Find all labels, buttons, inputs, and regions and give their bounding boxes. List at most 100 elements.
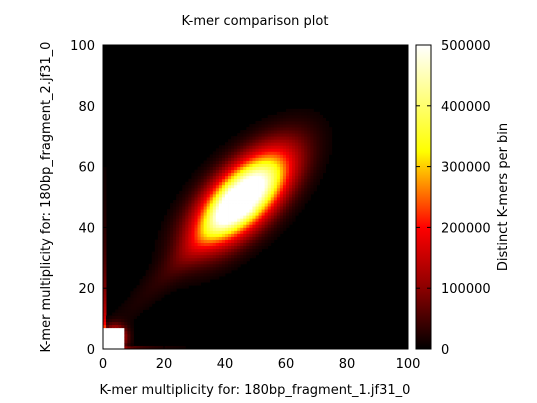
heatmap-cell xyxy=(197,227,201,231)
heatmap-cell xyxy=(249,254,253,259)
heatmap-cell xyxy=(234,239,238,243)
heatmap-cell xyxy=(221,160,226,164)
heatmap-cell xyxy=(145,288,150,292)
heatmap-cell xyxy=(270,166,275,171)
heatmap-cell xyxy=(203,257,208,262)
heatmap-cell xyxy=(209,263,214,268)
heatmap-cell xyxy=(154,297,159,301)
heatmap-cell xyxy=(221,224,226,228)
heatmap-cell xyxy=(289,178,293,183)
heatmap-cell xyxy=(322,145,327,149)
heatmap-cell xyxy=(173,288,177,292)
heatmap-cell xyxy=(203,245,208,250)
heatmap-cell xyxy=(295,108,299,113)
heatmap-cell xyxy=(212,178,217,183)
heatmap-cell xyxy=(243,181,247,186)
heatmap-cell xyxy=(240,206,244,210)
heatmap-cell xyxy=(261,127,266,131)
heatmap-cell xyxy=(170,254,174,259)
heatmap-cell xyxy=(255,157,259,161)
heatmap-cell xyxy=(289,108,293,113)
heatmap-cell xyxy=(130,330,134,335)
heatmap-cell xyxy=(255,145,259,149)
heatmap-cell xyxy=(170,251,174,256)
heatmap-cell xyxy=(255,197,259,201)
heatmap-cell xyxy=(246,142,250,146)
heatmap-cell xyxy=(255,236,259,240)
heatmap-cell xyxy=(228,224,232,228)
heatmap-cell xyxy=(209,227,214,231)
heatmap-cell xyxy=(252,145,256,149)
heatmap-cell xyxy=(188,282,192,286)
heatmap-cell xyxy=(270,197,275,201)
heatmap-cell xyxy=(234,160,238,164)
heatmap-cell xyxy=(228,263,232,268)
heatmap-cell xyxy=(246,136,250,140)
y-tick-label: 20 xyxy=(78,282,95,297)
heatmap-cell xyxy=(279,230,284,234)
heatmap-cell xyxy=(279,221,284,225)
heatmap-cell xyxy=(234,142,238,146)
heatmap-cell xyxy=(264,212,269,216)
heatmap-cell xyxy=(136,288,140,292)
heatmap-cell xyxy=(182,206,186,210)
heatmap-cell xyxy=(325,136,330,140)
heatmap-cell xyxy=(276,160,281,164)
heatmap-cell xyxy=(286,206,290,210)
heatmap-cell xyxy=(167,242,171,247)
heatmap-cell xyxy=(270,145,275,149)
heatmap-cell xyxy=(206,236,211,240)
heatmap-cell xyxy=(121,318,125,323)
heatmap-cell xyxy=(221,245,226,250)
heatmap-cell xyxy=(118,345,122,350)
heatmap-cell xyxy=(167,239,171,243)
heatmap-cell xyxy=(209,190,214,195)
heatmap-cell xyxy=(173,257,177,262)
heatmap-cell xyxy=(240,233,244,237)
heatmap-cell xyxy=(185,181,189,186)
heatmap-cell xyxy=(103,242,107,247)
heatmap-cell xyxy=(246,181,250,186)
heatmap-cell xyxy=(185,212,189,216)
heatmap-cell xyxy=(118,321,122,326)
heatmap-cell xyxy=(298,169,302,174)
heatmap-cell xyxy=(179,248,183,253)
heatmap-cell xyxy=(295,142,299,146)
heatmap-cell xyxy=(292,181,296,186)
heatmap-cell xyxy=(164,285,168,289)
heatmap-cell xyxy=(103,209,107,213)
heatmap-cell xyxy=(221,227,226,231)
heatmap-cell xyxy=(103,169,107,174)
heatmap-cell xyxy=(304,157,308,161)
heatmap-cell xyxy=(279,124,284,128)
heatmap-cell xyxy=(170,209,174,213)
heatmap-cell xyxy=(273,209,278,213)
heatmap-cell xyxy=(319,117,323,122)
heatmap-cell xyxy=(139,282,144,286)
heatmap-cell xyxy=(185,282,189,286)
heatmap-cell xyxy=(328,136,333,140)
heatmap-cell xyxy=(212,151,217,155)
heatmap-cell xyxy=(231,260,235,265)
heatmap-cell xyxy=(273,212,278,216)
heatmap-cell xyxy=(194,245,198,250)
heatmap-cell xyxy=(218,221,223,225)
heatmap-cell xyxy=(188,257,192,262)
heatmap-cell xyxy=(243,227,247,231)
heatmap-cell xyxy=(154,239,159,243)
heatmap-cell xyxy=(307,151,311,155)
heatmap-cell xyxy=(109,315,113,319)
heatmap-cell xyxy=(200,181,205,186)
heatmap-cell xyxy=(279,215,284,219)
heatmap-cell xyxy=(316,121,320,125)
heatmap-cell xyxy=(179,212,183,216)
heatmap-cell xyxy=(310,145,314,149)
heatmap-cell xyxy=(249,181,253,186)
heatmap-cell xyxy=(170,233,174,237)
heatmap-cell xyxy=(112,339,116,344)
heatmap-cell xyxy=(316,181,320,186)
heatmap-cell xyxy=(286,157,290,161)
heatmap-cell xyxy=(228,239,232,243)
heatmap-cell xyxy=(191,266,195,271)
heatmap-cell xyxy=(215,197,220,201)
